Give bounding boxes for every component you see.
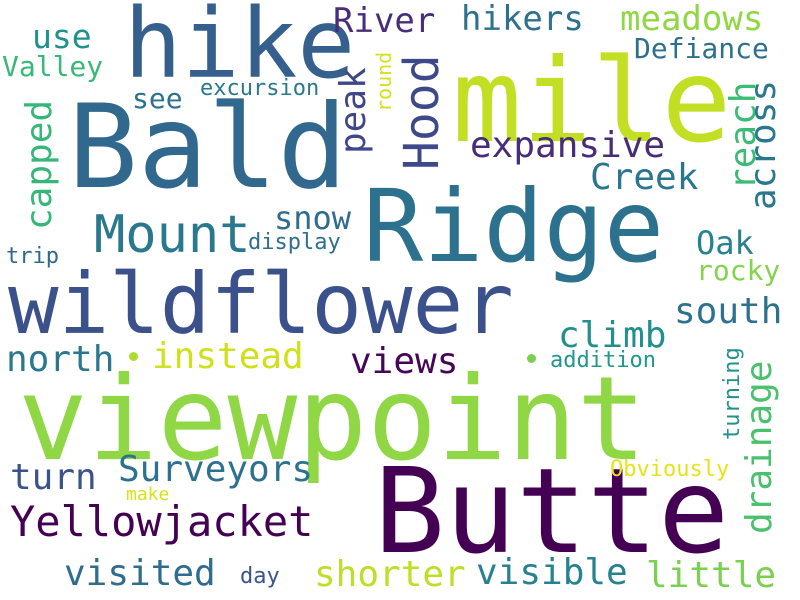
word-snow: snow <box>274 199 352 237</box>
word-rocky: rocky <box>696 254 781 287</box>
word-visible: visible <box>476 552 628 593</box>
word-hike: hike <box>124 0 356 100</box>
word-trip: trip <box>6 244 59 269</box>
word-obviously: Obviously <box>610 457 730 482</box>
word-surveyors: Surveyors <box>118 449 314 490</box>
word-valley: Valley <box>2 50 104 83</box>
word-display: display <box>248 230 341 255</box>
word-wildflower: wildflower <box>8 255 514 353</box>
word-river: River <box>333 1 436 41</box>
word-creek: Creek <box>590 157 699 198</box>
word-climb: climb <box>558 315 667 356</box>
word-little: little <box>646 555 777 596</box>
word-addition: addition <box>550 348 656 373</box>
word-butte: Butte <box>374 442 730 580</box>
word-hood: Hood <box>394 54 450 170</box>
word-turning: turning <box>720 347 745 440</box>
word-mount: Mount <box>94 205 251 265</box>
word-hikers: hikers <box>461 0 584 39</box>
word-yellowjacket: Yellowjacket <box>10 497 314 546</box>
word-shorter: shorter <box>314 554 466 595</box>
dot-2 <box>527 354 536 363</box>
word-views: views <box>350 341 459 382</box>
word-north: north <box>6 339 115 380</box>
word-south: south <box>674 291 783 332</box>
word-round: round <box>372 51 396 112</box>
word-turn: turn <box>10 457 97 498</box>
word-across: across <box>743 79 784 210</box>
word-instead: instead <box>152 336 304 377</box>
word-see: see <box>132 82 183 115</box>
word-oak: Oak <box>696 224 754 262</box>
word-capped: capped <box>19 99 60 230</box>
word-day: day <box>240 564 280 589</box>
word-mile: mile <box>452 34 732 169</box>
word-peak: peak <box>333 67 374 154</box>
word-meadows: meadows <box>620 0 764 39</box>
word-ridge: Ridge <box>363 168 665 285</box>
word-expansive: expansive <box>470 125 666 166</box>
dot-1 <box>129 352 138 361</box>
word-excursion: excursion <box>200 76 320 101</box>
word-defiance: Defiance <box>634 32 769 65</box>
word-bald: Bald <box>68 80 348 215</box>
word-make: make <box>126 484 170 505</box>
word-drainage: drainage <box>739 360 780 534</box>
word-use: use <box>32 17 92 56</box>
word-viewpoint: viewpoint <box>18 352 647 487</box>
word-visited: visited <box>64 553 216 594</box>
